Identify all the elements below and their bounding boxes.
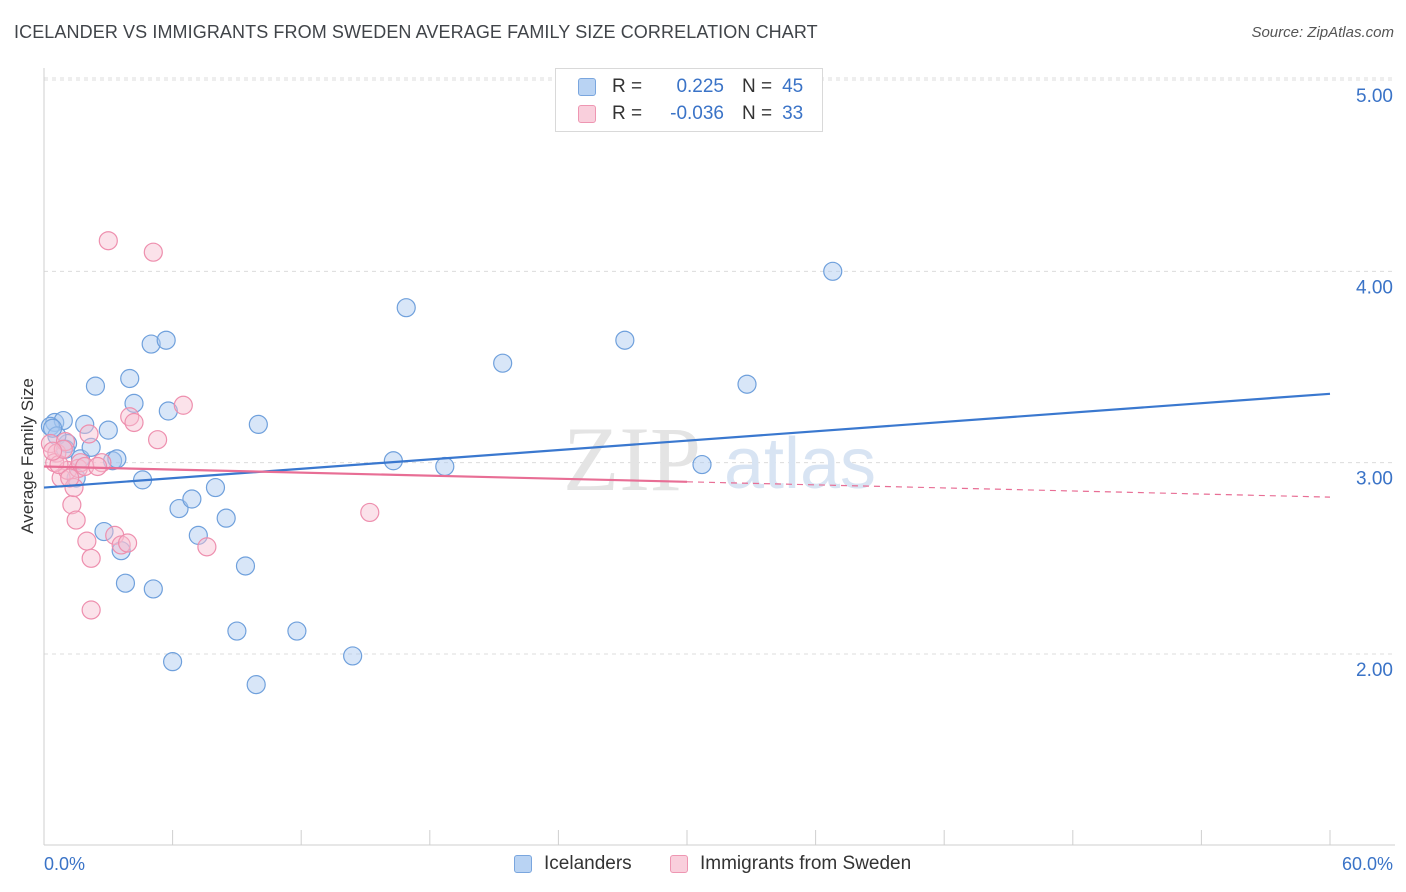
sweden-point xyxy=(147,430,168,450)
chart-title: ICELANDER VS IMMIGRANTS FROM SWEDEN AVER… xyxy=(14,22,818,42)
legend-swatch-sweden xyxy=(578,105,596,123)
legend-r-label: R = xyxy=(612,103,643,124)
legend-r-value: -0.036 xyxy=(670,103,724,124)
sweden-point xyxy=(42,441,63,461)
sweden-point xyxy=(66,510,86,530)
icelander-point xyxy=(287,621,307,641)
sweden-point xyxy=(87,456,108,477)
sweden-point xyxy=(81,548,101,568)
icelander-point xyxy=(120,368,140,389)
trend-line-sweden-extension xyxy=(686,481,1331,498)
icelander-point xyxy=(98,420,118,440)
data-points xyxy=(40,231,843,695)
icelander-point xyxy=(692,454,712,475)
legend-label-icelanders: Icelanders xyxy=(544,853,632,874)
icelander-point xyxy=(435,456,455,477)
icelander-point xyxy=(94,521,114,542)
trend-lines xyxy=(43,392,1331,498)
sweden-point xyxy=(143,242,163,262)
icelander-point xyxy=(493,353,513,373)
y-tick-label: 2.00 xyxy=(1356,660,1393,681)
legend-r-label: R = xyxy=(612,76,643,97)
icelander-point xyxy=(248,414,268,434)
sweden-point xyxy=(117,533,138,553)
sweden-point xyxy=(79,424,99,444)
legend-swatch-icelanders xyxy=(578,78,596,96)
trend-line-sweden xyxy=(43,465,688,483)
sweden-point xyxy=(55,432,76,452)
icelander-point xyxy=(158,401,178,421)
watermark-atlas: atlas xyxy=(724,424,876,504)
icelander-point xyxy=(823,261,843,281)
axes xyxy=(43,68,1395,846)
legend-item-sweden[interactable]: Immigrants from Sweden xyxy=(670,852,911,876)
icelander-point xyxy=(156,330,176,350)
icelander-point xyxy=(205,477,226,498)
sweden-point xyxy=(77,531,97,551)
sweden-point xyxy=(81,600,101,620)
watermark: ZIP atlas xyxy=(563,408,876,510)
sweden-point xyxy=(64,477,84,498)
icelander-point xyxy=(169,498,189,519)
icelander-point xyxy=(343,646,363,666)
icelander-point xyxy=(246,675,266,695)
legend-swatch-icelanders xyxy=(514,855,532,873)
watermark-zip: ZIP xyxy=(563,408,701,510)
y-tick-label: 5.00 xyxy=(1356,86,1393,107)
y-tick-label: 3.00 xyxy=(1356,469,1393,490)
legend-item-icelanders[interactable]: Icelanders xyxy=(514,852,632,876)
x-tick-label: 60.0% xyxy=(1342,854,1393,874)
stats-legend: R = 0.225 N = 45 R = -0.036 N = 33 xyxy=(555,68,823,132)
legend-row-sweden: R = -0.036 N = 33 xyxy=(578,102,803,126)
legend-n-value: 45 xyxy=(782,76,804,97)
icelander-point xyxy=(85,376,106,396)
legend-r-value: 0.225 xyxy=(676,76,724,97)
sweden-point xyxy=(360,502,380,523)
legend-n-label: N = xyxy=(742,103,773,124)
legend-row-icelanders: R = 0.225 N = 45 xyxy=(578,75,803,99)
x-tick-label: 0.0% xyxy=(44,854,85,874)
y-tick-label: 4.00 xyxy=(1356,277,1393,298)
icelander-point xyxy=(182,489,202,509)
icelander-point xyxy=(615,330,635,350)
legend-n-value: 33 xyxy=(782,103,804,124)
icelander-point xyxy=(143,579,163,599)
icelander-point xyxy=(216,508,236,528)
icelander-point xyxy=(115,573,136,593)
sweden-point xyxy=(197,537,217,557)
icelander-point xyxy=(737,374,757,394)
icelander-point xyxy=(42,418,63,438)
icelander-point xyxy=(235,556,256,576)
source-label: Source: ZipAtlas.com xyxy=(1251,24,1394,41)
sweden-point xyxy=(173,395,193,415)
icelander-point xyxy=(75,414,95,434)
sweden-point xyxy=(124,412,144,433)
icelander-point xyxy=(141,334,161,354)
legend-n-label: N = xyxy=(742,76,773,97)
sweden-point xyxy=(98,231,118,251)
icelander-point xyxy=(227,621,247,641)
sweden-point xyxy=(60,468,80,488)
legend-swatch-sweden xyxy=(670,855,688,873)
icelander-point xyxy=(396,298,416,318)
tick-labels: 2.00 3.00 4.00 5.00 0.0% 60.0% xyxy=(44,86,1393,874)
legend-label-sweden: Immigrants from Sweden xyxy=(700,853,912,874)
icelander-point xyxy=(163,652,183,672)
